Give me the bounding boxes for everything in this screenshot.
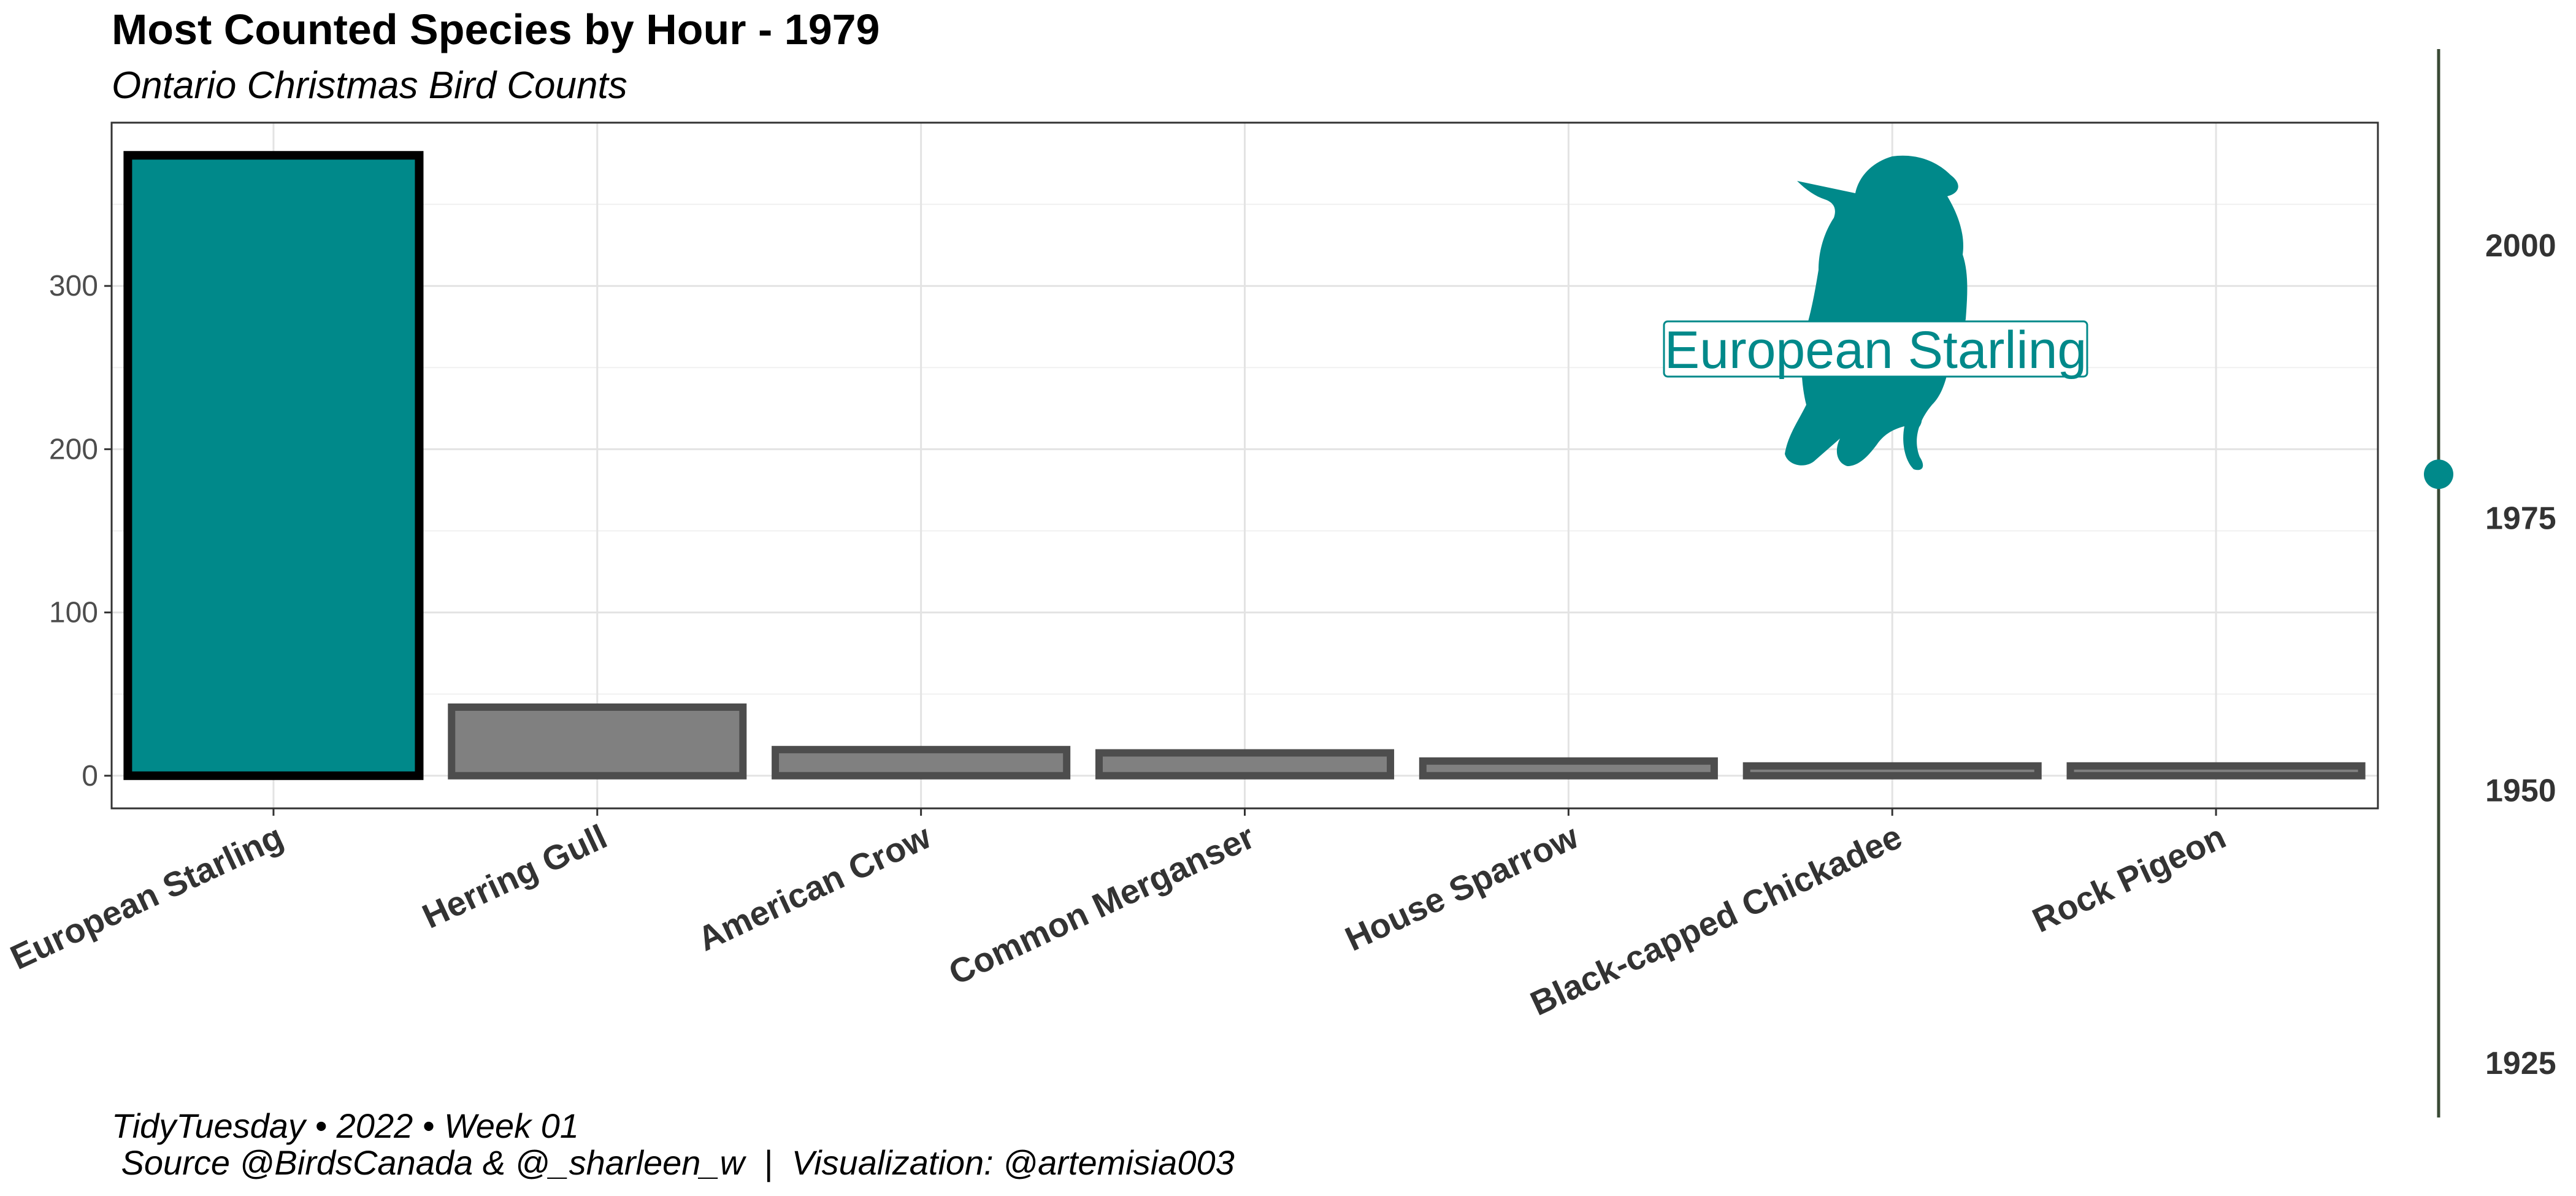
bar-series [123, 151, 2366, 780]
year-timeline: 1925 1950 1975 2000 [2424, 49, 2556, 1117]
highlight-label: European Starling [1665, 321, 2087, 380]
y-tick-label: 300 [49, 270, 98, 302]
x-tick-label: Common Merganser [943, 817, 1260, 992]
y-tick-label: 0 [82, 760, 98, 792]
highlight-label-group: European Starling [1663, 320, 2088, 380]
year-tick-label: 2000 [2485, 228, 2556, 264]
x-tick-label: Black-capped Chickadee [1525, 817, 1908, 1023]
x-tick-label: European Starling [4, 817, 289, 977]
chart-title: Most Counted Species by Hour - 1979 [112, 6, 880, 53]
highlight-label-box [1663, 320, 2088, 378]
x-tick-label: Rock Pigeon [2026, 817, 2231, 940]
chart-subtitle: Ontario Christmas Bird Counts [112, 64, 627, 107]
x-axis: European Starling Herring Gull American Cr… [4, 808, 2231, 1023]
bird-silhouette-icon [1785, 155, 1968, 470]
caption-line-2: Source @BirdsCanada & @_sharleen_w | Vis… [112, 1143, 1235, 1183]
bar [448, 703, 747, 780]
bar [1419, 757, 1718, 780]
bar [772, 746, 1071, 780]
bar [1742, 762, 2042, 780]
y-tick-label: 100 [49, 597, 98, 629]
x-tick-label: Herring Gull [416, 817, 613, 936]
x-tick-label: American Crow [692, 817, 937, 959]
bar [123, 151, 424, 780]
y-tick-label: 200 [49, 433, 98, 466]
bar [1095, 749, 1395, 780]
x-tick-label: House Sparrow [1340, 817, 1584, 959]
year-tick-label: 1975 [2485, 500, 2556, 536]
bar [2066, 762, 2366, 780]
year-tick-label: 1925 [2485, 1046, 2556, 1081]
timeline-current-marker [2424, 459, 2453, 489]
plot-panel: 0 100 200 300 [49, 121, 2379, 810]
year-tick-label: 1950 [2485, 773, 2556, 809]
caption-line-1: TidyTuesday • 2022 • Week 01 [112, 1106, 579, 1145]
